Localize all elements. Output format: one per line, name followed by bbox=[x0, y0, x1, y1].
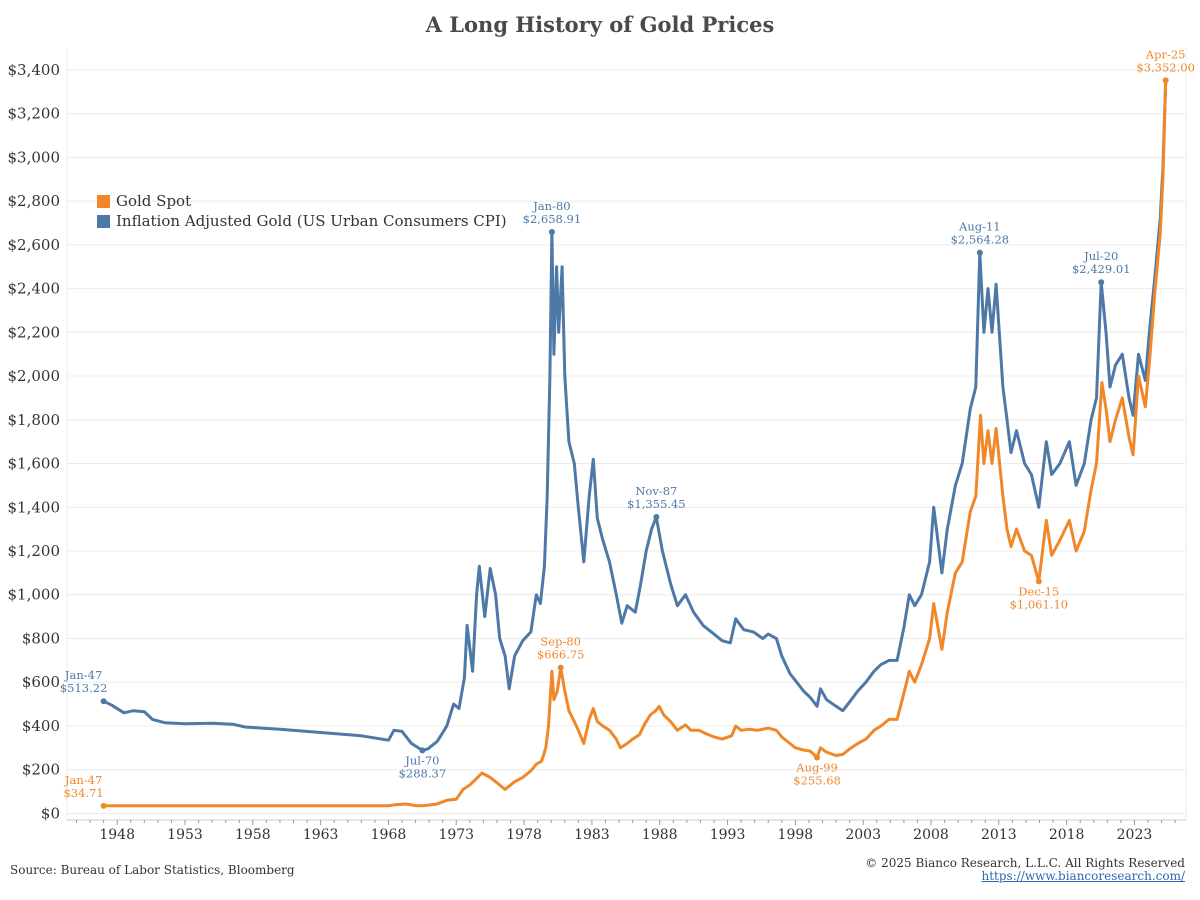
annotation-marker bbox=[653, 514, 660, 521]
annotation-date: Apr-25 bbox=[1145, 47, 1186, 61]
y-tick-label: $1,000 bbox=[8, 586, 61, 604]
annotation-date: Jan-47 bbox=[64, 773, 102, 787]
annotation-date: Jul-70 bbox=[404, 753, 439, 767]
legend-label-gold-spot: Gold Spot bbox=[116, 192, 192, 210]
x-tick-label: 1988 bbox=[642, 827, 678, 843]
annotation-marker bbox=[419, 747, 426, 754]
x-tick-label: 1963 bbox=[303, 827, 339, 843]
annotation-value: $2,564.28 bbox=[951, 233, 1010, 247]
annotation-value: $3,352.00 bbox=[1136, 60, 1195, 74]
annotation-date: Nov-87 bbox=[635, 484, 677, 498]
x-tick-label: 2018 bbox=[1049, 827, 1085, 843]
annotation-marker bbox=[548, 228, 555, 235]
grid-layer bbox=[66, 48, 1187, 820]
y-tick-label: $2,000 bbox=[8, 367, 61, 385]
x-tick-label: 2008 bbox=[913, 827, 949, 843]
annotation-date: Sep-80 bbox=[540, 635, 581, 649]
x-tick-label: 1998 bbox=[778, 827, 814, 843]
x-tick-label: 1968 bbox=[371, 827, 407, 843]
annotation-marker bbox=[100, 802, 107, 809]
y-tick-label: $2,800 bbox=[8, 192, 61, 210]
annotation-date: Jan-47 bbox=[64, 668, 102, 682]
annotation-marker bbox=[100, 698, 107, 705]
source-note: Source: Bureau of Labor Statistics, Bloo… bbox=[10, 863, 295, 877]
annotation-date: Aug-99 bbox=[795, 761, 838, 775]
y-tick-label: $800 bbox=[22, 629, 60, 647]
annotation-value: $2,658.91 bbox=[523, 212, 582, 226]
x-tick-label: 1958 bbox=[235, 827, 271, 843]
annotation-value: $1,355.45 bbox=[627, 497, 686, 511]
copyright-note: © 2025 Bianco Research, L.L.C. All Right… bbox=[865, 856, 1185, 870]
x-tick-label: 2013 bbox=[981, 827, 1017, 843]
x-tick-label: 1983 bbox=[574, 827, 610, 843]
y-tick-label: $2,600 bbox=[8, 236, 61, 254]
legend-item-gold-spot[interactable]: Gold Spot bbox=[97, 191, 191, 211]
y-tick-label: $2,200 bbox=[8, 323, 61, 341]
x-tick-label: 2023 bbox=[1117, 827, 1153, 843]
annotation-date: Aug-11 bbox=[958, 220, 1001, 234]
x-tick-label: 2003 bbox=[845, 827, 881, 843]
annotation-value: $1,061.10 bbox=[1010, 597, 1069, 611]
annotation-value: $288.37 bbox=[399, 766, 447, 780]
legend-item-inflation-adjusted[interactable]: Inflation Adjusted Gold (US Urban Consum… bbox=[97, 211, 507, 231]
series-line-inflation-adjusted bbox=[102, 78, 1168, 752]
series-layer bbox=[102, 78, 1168, 808]
annotation-date: Jul-20 bbox=[1083, 249, 1118, 263]
y-tick-label: $3,200 bbox=[8, 105, 61, 123]
annotation-marker bbox=[1098, 279, 1105, 286]
y-tick-label: $1,800 bbox=[8, 411, 61, 429]
legend-label-inflation-adjusted: Inflation Adjusted Gold (US Urban Consum… bbox=[116, 212, 507, 230]
plot-area bbox=[67, 48, 1186, 820]
annotation-value: $255.68 bbox=[793, 774, 841, 788]
y-tick-label: $1,600 bbox=[8, 455, 61, 473]
annotation-marker bbox=[557, 664, 564, 671]
x-tick-label: 1978 bbox=[506, 827, 542, 843]
annotation-marker bbox=[814, 754, 821, 761]
legend-swatch-inflation-adjusted bbox=[97, 214, 110, 228]
annotation-value: $34.71 bbox=[63, 786, 103, 800]
annotation-value: $513.22 bbox=[60, 681, 108, 695]
website-link[interactable]: https://www.biancoresearch.com/ bbox=[981, 869, 1185, 883]
y-tick-label: $600 bbox=[22, 673, 60, 691]
y-tick-label: $3,000 bbox=[8, 148, 61, 166]
annotation-marker bbox=[976, 249, 983, 256]
legend-swatch-gold-spot bbox=[97, 194, 110, 208]
chart-title: A Long History of Gold Prices bbox=[425, 12, 775, 37]
x-tick-label: 1953 bbox=[167, 827, 203, 843]
annotation-date: Jan-80 bbox=[532, 199, 570, 213]
y-tick-label: $1,200 bbox=[8, 542, 61, 560]
annotation-layer: Jan-47$513.22Jan-47$34.71Jul-70$288.37Ja… bbox=[60, 47, 1195, 809]
x-tick-label: 1993 bbox=[710, 827, 746, 843]
y-tick-label: $2,400 bbox=[8, 280, 61, 298]
y-tick-label: $200 bbox=[22, 761, 60, 779]
annotation-value: $2,429.01 bbox=[1072, 262, 1131, 276]
x-tick-label: 1973 bbox=[438, 827, 474, 843]
x-tick-label: 1948 bbox=[99, 827, 135, 843]
annotation-marker bbox=[1035, 578, 1042, 585]
y-tick-label: $400 bbox=[22, 717, 60, 735]
annotation-value: $666.75 bbox=[537, 648, 585, 662]
y-tick-label: $1,400 bbox=[8, 498, 61, 516]
annotation-marker bbox=[1162, 77, 1169, 84]
annotation-date: Dec-15 bbox=[1018, 584, 1059, 598]
y-tick-label: $0 bbox=[41, 804, 60, 822]
series-line-gold-spot bbox=[102, 78, 1168, 808]
y-tick-label: $3,400 bbox=[8, 61, 61, 79]
axis-layer: $0 $200 $400 $600 $800 $1,000 $1,200 $1,400 $1,6… bbox=[8, 61, 1186, 843]
